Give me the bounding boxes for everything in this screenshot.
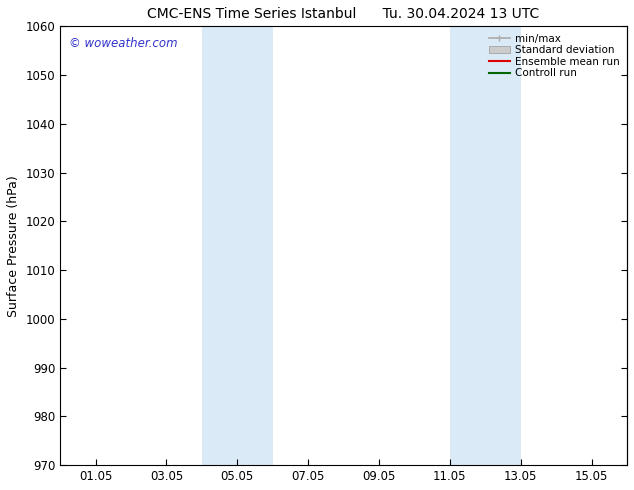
Text: © woweather.com: © woweather.com [68,37,178,50]
Bar [202,26,273,465]
Bar [450,26,521,465]
Legend: min/max, Standard deviation, Ensemble mean run, Controll run: min/max, Standard deviation, Ensemble me… [487,31,622,80]
Y-axis label: Surface Pressure (hPa): Surface Pressure (hPa) [7,175,20,317]
Title: CMC-ENS Time Series Istanbul      Tu. 30.04.2024 13 UTC: CMC-ENS Time Series Istanbul Tu. 30.04.2… [148,7,540,21]
